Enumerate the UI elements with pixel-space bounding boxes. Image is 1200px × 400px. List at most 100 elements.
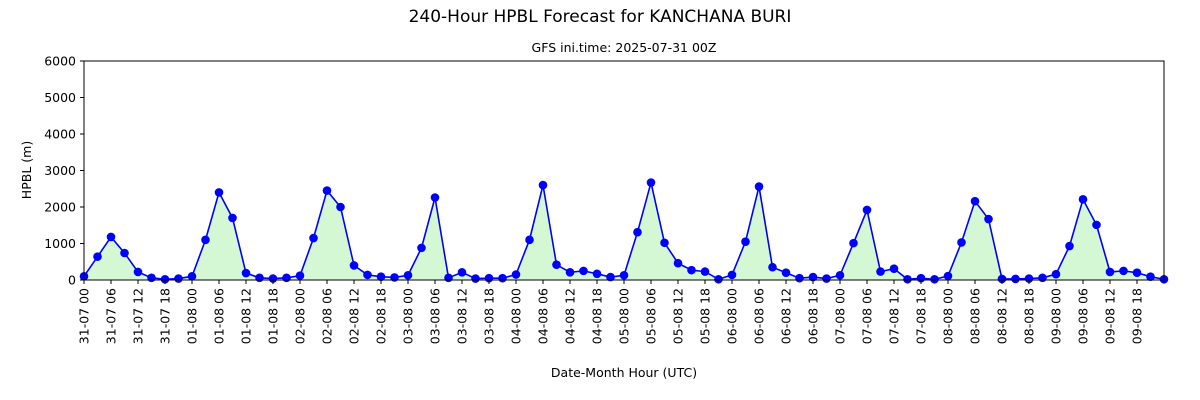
data-point	[835, 270, 845, 280]
data-point	[781, 268, 791, 278]
data-point	[660, 238, 669, 248]
x-tick-label: 01-08 06	[212, 288, 227, 344]
data-point	[633, 227, 642, 237]
data-point	[1132, 268, 1142, 278]
x-tick-label: 06-08 12	[779, 288, 794, 344]
x-tick-label: 09-08 12	[1103, 288, 1118, 344]
data-point	[322, 186, 332, 195]
data-point	[309, 233, 318, 243]
data-point	[997, 274, 1007, 284]
x-tick-label: 07-08 06	[860, 288, 875, 344]
x-tick-label: 03-08 06	[428, 288, 443, 344]
plot-frame	[83, 60, 1165, 281]
data-point	[214, 188, 224, 197]
data-point	[403, 270, 413, 280]
y-tick-label: 2000	[44, 200, 76, 215]
x-tick-label: 02-08 00	[293, 288, 308, 344]
data-point	[376, 272, 386, 282]
data-point	[1078, 195, 1088, 204]
y-tick-label: 0	[68, 273, 76, 288]
y-tick-label: 1000	[44, 236, 76, 251]
x-tick-label: 09-08 00	[1049, 288, 1064, 344]
x-tick-label: 31-07 12	[131, 288, 146, 344]
data-point	[970, 196, 980, 206]
y-axis-label: HPBL (m)	[19, 141, 34, 199]
data-point	[147, 273, 156, 283]
x-tick-label: 09-08 06	[1076, 288, 1091, 344]
data-point	[120, 248, 129, 258]
x-tick-label: 02-08 06	[320, 288, 335, 344]
data-point	[133, 267, 143, 277]
data-point	[592, 269, 602, 279]
data-point	[1051, 269, 1061, 279]
data-point	[160, 274, 170, 284]
data-point	[889, 264, 899, 273]
data-point	[943, 271, 953, 281]
data-point	[903, 274, 912, 284]
data-point	[498, 273, 507, 283]
data-point	[1011, 274, 1020, 284]
x-tick-label: 02-08 18	[374, 288, 389, 344]
data-point	[268, 274, 278, 283]
chart-title: 240-Hour HPBL Forecast for KANCHANA BURI	[409, 7, 792, 27]
data-point	[1024, 274, 1034, 283]
data-point	[187, 272, 197, 281]
data-point	[876, 267, 885, 276]
x-tick-label: 07-08 12	[887, 288, 902, 344]
x-tick-label: 08-08 18	[1022, 288, 1037, 344]
x-tick-label: 05-08 00	[617, 288, 632, 344]
x-tick-label: 05-08 12	[671, 288, 686, 344]
data-point	[93, 252, 102, 261]
x-tick-label: 07-08 18	[914, 288, 929, 344]
data-point	[1065, 241, 1074, 251]
data-point	[241, 268, 251, 278]
data-point	[511, 270, 521, 279]
data-point	[336, 202, 345, 212]
data-point	[619, 270, 629, 280]
data-point	[1038, 273, 1047, 283]
chart-subtitle: GFS ini.time: 2025-07-31 00Z	[532, 40, 717, 55]
y-tick-label: 6000	[44, 54, 76, 69]
data-point	[579, 266, 588, 276]
data-point	[255, 273, 264, 283]
data-point	[106, 232, 116, 242]
data-point	[795, 273, 804, 283]
x-tick-label: 02-08 12	[347, 288, 362, 344]
data-point	[174, 274, 183, 283]
data-point	[687, 265, 696, 275]
x-tick-label: 06-08 06	[752, 288, 767, 344]
data-point	[228, 213, 237, 223]
x-tick-label: 31-07 06	[104, 288, 119, 344]
x-axis-label: Date-Month Hour (UTC)	[551, 365, 697, 380]
x-tick-label: 06-08 00	[725, 288, 740, 344]
data-point	[201, 235, 210, 245]
data-point	[606, 272, 615, 282]
data-point	[417, 243, 426, 253]
y-tick-label: 4000	[44, 127, 76, 142]
x-tick-label: 08-08 12	[995, 288, 1010, 344]
x-tick-label: 06-08 18	[806, 288, 821, 344]
x-tick-label: 05-08 06	[644, 288, 659, 344]
x-tick-label: 08-08 06	[968, 288, 983, 344]
data-point	[1092, 220, 1101, 230]
y-tick-label: 5000	[44, 90, 76, 105]
data-point	[673, 258, 683, 268]
x-tick-label: 04-08 18	[590, 288, 605, 344]
x-tick-label: 08-08 00	[941, 288, 956, 344]
data-point	[525, 235, 534, 245]
x-tick-label: 01-08 18	[266, 288, 281, 344]
x-tick-label: 09-08 18	[1130, 288, 1145, 344]
data-point	[646, 178, 656, 187]
x-tick-label: 07-08 00	[833, 288, 848, 344]
data-point	[700, 267, 710, 276]
data-point	[727, 270, 737, 280]
data-point	[295, 271, 305, 280]
data-point	[768, 262, 777, 272]
data-point	[754, 182, 764, 191]
data-point	[957, 238, 966, 247]
hpbl-area-fill	[84, 182, 1164, 280]
data-point	[849, 238, 858, 248]
data-point	[1119, 266, 1128, 276]
x-tick-label: 04-08 12	[563, 288, 578, 344]
